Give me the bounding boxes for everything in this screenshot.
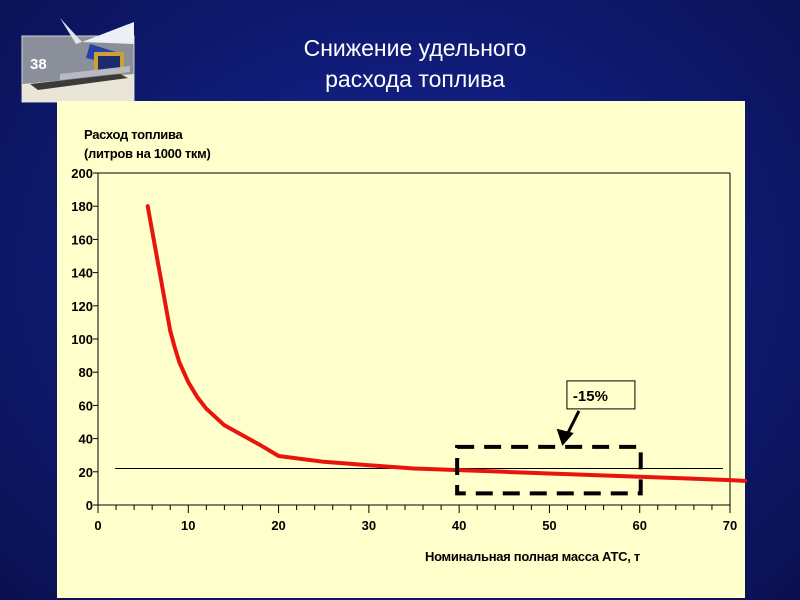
- y-axis-label-line-1: Расход топлива: [84, 127, 183, 142]
- page-title: Снижение удельного расхода топлива: [200, 33, 630, 95]
- aircraft-logo-icon: [21, 18, 135, 103]
- x-tick-label: 40: [452, 518, 466, 533]
- reduction-label-box: [566, 380, 636, 410]
- title-line-1: Снижение удельного: [303, 35, 527, 61]
- x-tick-label: 50: [542, 518, 556, 533]
- chart-panel: [57, 101, 745, 598]
- y-tick-label: 120: [71, 299, 93, 314]
- y-tick-label: 60: [79, 398, 93, 413]
- y-tick-label: 200: [71, 166, 93, 181]
- slide-number: 38: [30, 56, 47, 73]
- x-tick-label: 70: [723, 518, 737, 533]
- y-tick-label: 40: [79, 432, 93, 447]
- reduction-highlight-box: [455, 444, 643, 496]
- y-axis-label-line-2: (литров на 1000 ткм): [84, 146, 210, 161]
- fuel-consumption-curve: [145, 204, 747, 483]
- y-tick-label: 140: [71, 266, 93, 281]
- x-axis-label: Номинальная полная масса АТС, т: [425, 549, 640, 564]
- y-tick-label: 20: [79, 465, 93, 480]
- x-tick-label: 10: [181, 518, 195, 533]
- y-tick-label: 80: [79, 365, 93, 380]
- x-tick-label: 60: [632, 518, 646, 533]
- reduction-label: -15%: [573, 388, 608, 405]
- y-tick-label: 180: [71, 199, 93, 214]
- reduction-arrow: [556, 410, 581, 446]
- y-axis-ticks: 0 20 40 60 80 100 120 140 160 180 200: [71, 166, 98, 513]
- x-tick-label: 20: [271, 518, 285, 533]
- x-axis-ticks: 0 10 20 30 40 50 60 70: [94, 505, 737, 533]
- y-tick-label: 100: [71, 332, 93, 347]
- title-line-2: расхода топлива: [325, 66, 505, 92]
- x-tick-label: 0: [94, 518, 101, 533]
- y-tick-label: 160: [71, 232, 93, 247]
- y-tick-label: 0: [86, 498, 93, 513]
- x-tick-label: 30: [362, 518, 376, 533]
- chart-axes: [97, 172, 731, 506]
